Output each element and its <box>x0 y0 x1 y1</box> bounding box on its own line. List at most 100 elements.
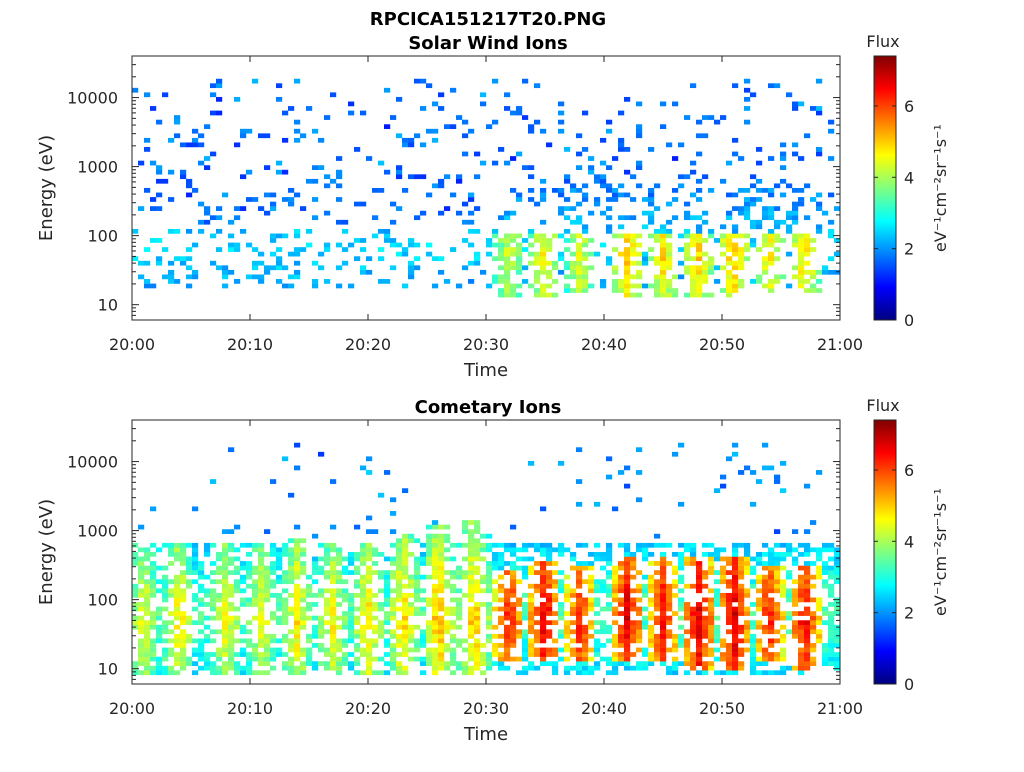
heatmap-cell <box>144 188 151 193</box>
heatmap-cell <box>780 647 787 653</box>
heatmap-cell <box>210 661 217 666</box>
heatmap-cell <box>228 542 235 548</box>
heatmap-cell <box>552 611 559 616</box>
heatmap-cell <box>336 283 343 289</box>
heatmap-cell <box>192 188 199 193</box>
heatmap-cell <box>348 597 355 603</box>
heatmap-cell <box>366 643 373 648</box>
heatmap-cell <box>636 597 643 603</box>
heatmap-cell <box>204 219 211 225</box>
heatmap-cell <box>648 188 655 193</box>
heatmap-cell <box>654 588 661 594</box>
heatmap-cell <box>204 542 211 548</box>
heatmap-cell <box>438 269 445 275</box>
heatmap-cell <box>558 256 565 262</box>
heatmap-cell <box>354 615 361 621</box>
heatmap-cell <box>366 638 373 644</box>
heatmap-cell <box>720 224 727 230</box>
heatmap-cell <box>432 583 439 589</box>
heatmap-cell <box>402 629 409 635</box>
heatmap-cell <box>540 242 547 248</box>
heatmap-cell <box>222 633 229 639</box>
heatmap-cell <box>684 561 691 566</box>
heatmap-cell <box>468 574 475 580</box>
heatmap-cell <box>294 643 301 648</box>
heatmap-cell <box>540 611 547 616</box>
heatmap-cell <box>408 606 415 612</box>
heatmap-cell <box>576 447 583 453</box>
heatmap-cell <box>594 647 601 653</box>
heatmap-cell <box>804 288 811 293</box>
heatmap-cell <box>294 565 301 571</box>
heatmap-cell <box>504 210 511 216</box>
heatmap-cell <box>288 283 295 289</box>
heatmap-cell <box>222 574 229 580</box>
heatmap-cell <box>138 565 145 571</box>
heatmap-cell <box>294 228 301 234</box>
heatmap-cell <box>294 524 301 530</box>
heatmap-cell <box>576 597 583 603</box>
heatmap-cell <box>762 256 769 262</box>
heatmap-cell <box>246 643 253 648</box>
heatmap-cell <box>714 238 721 243</box>
heatmap-cell <box>150 552 157 557</box>
heatmap-cell <box>780 192 787 198</box>
heatmap-cell <box>150 588 157 594</box>
heatmap-cell <box>336 561 343 566</box>
heatmap-cell <box>384 661 391 666</box>
heatmap-cell <box>738 652 745 657</box>
heatmap-cell <box>486 633 493 639</box>
heatmap-cell <box>696 238 703 243</box>
heatmap-cell <box>816 597 823 603</box>
heatmap-cell <box>432 633 439 639</box>
heatmap-cell <box>696 611 703 616</box>
heatmap-cell <box>546 574 553 580</box>
heatmap-cell <box>684 583 691 589</box>
heatmap-cell <box>534 233 541 239</box>
heatmap-cell <box>786 228 793 234</box>
heatmap-cell <box>156 615 163 621</box>
heatmap-cell <box>744 206 751 211</box>
heatmap-cell <box>186 615 193 621</box>
heatmap-cell <box>360 670 367 676</box>
heatmap-cell <box>204 165 211 170</box>
heatmap-cell <box>510 579 517 585</box>
heatmap-cell <box>576 656 583 662</box>
heatmap-cell <box>474 552 481 557</box>
heatmap-cell <box>408 629 415 635</box>
heatmap-cell <box>636 242 643 248</box>
heatmap-cell <box>456 570 463 575</box>
heatmap-cell <box>294 624 301 630</box>
heatmap-cell <box>138 615 145 621</box>
heatmap-cell <box>564 633 571 639</box>
heatmap-cell <box>396 165 403 170</box>
heatmap-cell <box>228 583 235 589</box>
heatmap-cell <box>678 561 685 566</box>
heatmap-cell <box>174 583 181 589</box>
heatmap-cell <box>696 670 703 676</box>
heatmap-cell <box>726 570 733 575</box>
heatmap-cell <box>270 583 277 589</box>
heatmap-cell <box>312 556 319 562</box>
heatmap-cell <box>738 588 745 594</box>
heatmap-cell <box>186 565 193 571</box>
heatmap-cell <box>564 583 571 589</box>
heatmap-cell <box>612 670 619 676</box>
heatmap-cell <box>522 556 529 562</box>
heatmap-cell <box>414 638 421 644</box>
heatmap-cell <box>498 556 505 562</box>
heatmap-cell <box>432 647 439 653</box>
heatmap-cell <box>798 656 805 662</box>
heatmap-cell <box>666 670 673 676</box>
colorbar <box>873 419 897 685</box>
colorbar-title: Flux <box>866 396 899 415</box>
heatmap-cell <box>588 156 595 161</box>
heatmap-cell <box>186 178 193 184</box>
heatmap-cell <box>216 592 223 598</box>
heatmap-cell <box>432 547 439 553</box>
heatmap-cell <box>492 633 499 639</box>
heatmap-cell <box>258 579 265 585</box>
heatmap-cell <box>246 542 253 548</box>
heatmap-cell <box>282 611 289 616</box>
heatmap-cell <box>294 665 301 671</box>
